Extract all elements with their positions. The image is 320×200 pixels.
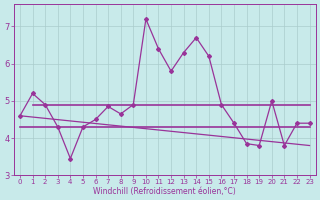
X-axis label: Windchill (Refroidissement éolien,°C): Windchill (Refroidissement éolien,°C) <box>93 187 236 196</box>
